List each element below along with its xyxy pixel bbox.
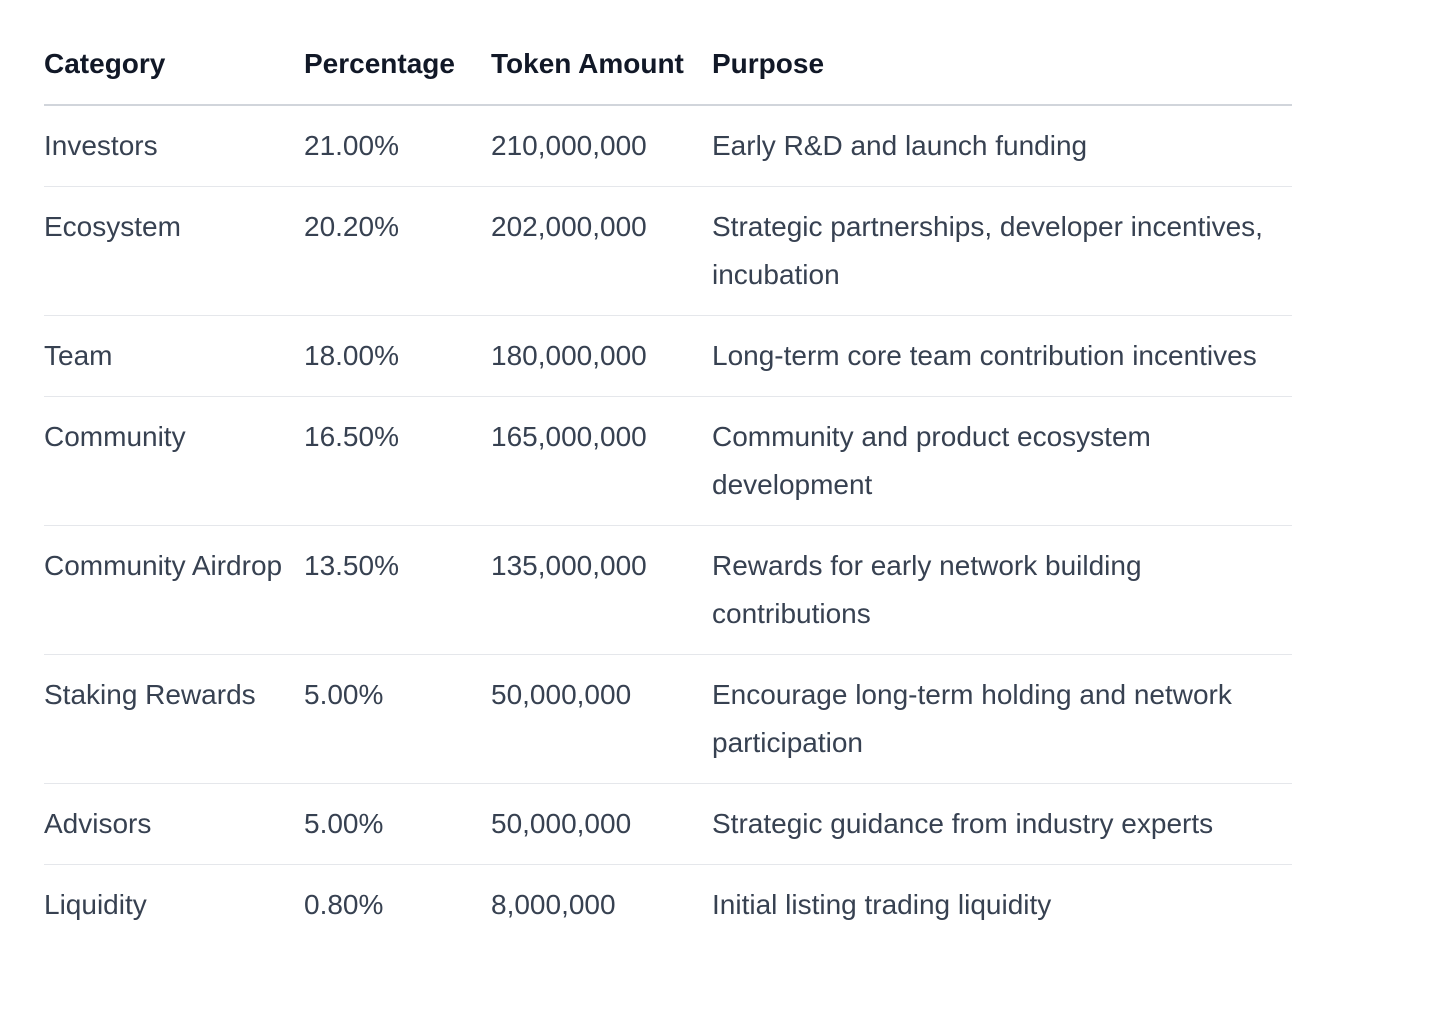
column-header-percentage: Percentage [304, 0, 491, 106]
table-row: Team 18.00% 180,000,000 Long-term core t… [44, 315, 1292, 397]
cell-category: Ecosystem [44, 186, 304, 316]
cell-token-amount: 202,000,000 [491, 186, 712, 316]
cell-category: Community Airdrop [44, 525, 304, 655]
cell-purpose: Rewards for early network building contr… [712, 525, 1292, 655]
cell-purpose: Community and product ecosystem developm… [712, 396, 1292, 526]
cell-token-amount: 165,000,000 [491, 396, 712, 526]
cell-percentage: 16.50% [304, 396, 491, 526]
token-allocation-table-wrapper: Category Percentage Token Amount Purpose… [44, 0, 1292, 945]
cell-percentage: 21.00% [304, 105, 491, 187]
cell-category: Community [44, 396, 304, 526]
table-row: Ecosystem 20.20% 202,000,000 Strategic p… [44, 186, 1292, 316]
table-row: Advisors 5.00% 50,000,000 Strategic guid… [44, 783, 1292, 865]
cell-percentage: 13.50% [304, 525, 491, 655]
cell-percentage: 20.20% [304, 186, 491, 316]
cell-category: Advisors [44, 783, 304, 865]
cell-category: Liquidity [44, 889, 147, 920]
cell-purpose: Encourage long-term holding and network … [712, 654, 1292, 784]
cell-percentage: 0.80% [304, 889, 384, 920]
column-header-category: Category [44, 0, 304, 106]
cell-percentage: 5.00% [304, 783, 491, 865]
cell-token-amount: 210,000,000 [491, 105, 712, 187]
column-header-purpose: Purpose [712, 0, 1292, 106]
table-row: Staking Rewards 5.00% 50,000,000 Encoura… [44, 654, 1292, 784]
cell-token-amount: 135,000,000 [491, 525, 712, 655]
table-row: Investors 21.00% 210,000,000 Early R&D a… [44, 105, 1292, 187]
cell-purpose: Strategic partnerships, developer incent… [712, 186, 1292, 316]
cell-token-amount: 50,000,000 [491, 654, 712, 784]
cell-purpose: Early R&D and launch funding [712, 105, 1292, 187]
cell-category: Investors [44, 105, 304, 187]
cell-purpose: Initial listing trading liquidity [712, 889, 1052, 920]
cell-purpose: Strategic guidance from industry experts [712, 783, 1292, 865]
cell-token-amount: 50,000,000 [491, 783, 712, 865]
table-row: Community 16.50% 165,000,000 Community a… [44, 396, 1292, 526]
table-header: Category Percentage Token Amount Purpose [44, 0, 1292, 106]
cell-percentage: 5.00% [304, 654, 491, 784]
cell-purpose: Long-term core team contribution incenti… [712, 315, 1292, 397]
cell-token-amount: 180,000,000 [491, 315, 712, 397]
cell-token-amount: 8,000,000 [491, 889, 616, 920]
table-row: Community Airdrop 13.50% 135,000,000 Rew… [44, 525, 1292, 655]
column-header-token-amount: Token Amount [491, 0, 712, 106]
cell-category: Staking Rewards [44, 654, 304, 784]
header-row: Category Percentage Token Amount Purpose [44, 0, 1292, 106]
table-row: Liquidity 0.80% 8,000,000 Initial listin… [44, 865, 1292, 946]
table-body: Investors 21.00% 210,000,000 Early R&D a… [44, 105, 1292, 945]
cell-percentage: 18.00% [304, 315, 491, 397]
cell-category: Team [44, 315, 304, 397]
token-allocation-table: Category Percentage Token Amount Purpose… [44, 0, 1292, 945]
